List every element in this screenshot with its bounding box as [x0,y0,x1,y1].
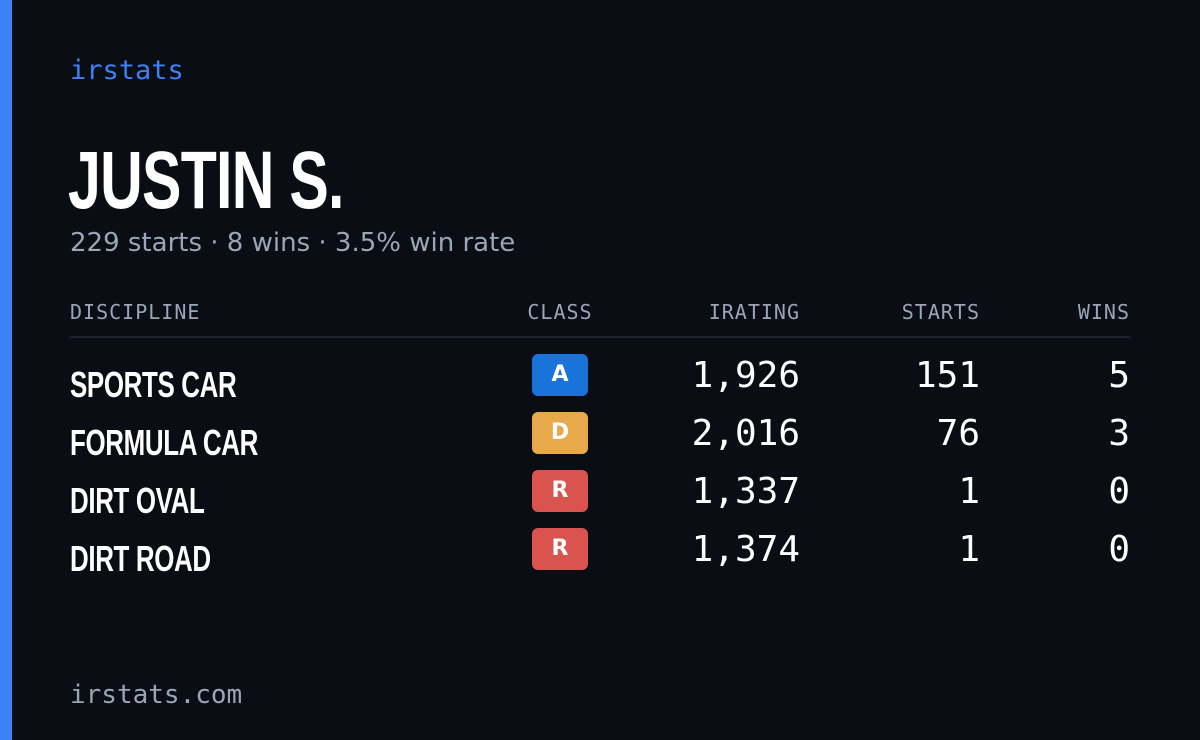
header-irating: IRATING [708,300,800,324]
header-class: CLASS [527,300,593,324]
table-header: DISCIPLINE CLASS IRATING STARTS WINS [70,296,1130,338]
discipline-name: FORMULA CAR [70,422,259,463]
player-summary: 229 starts · 8 wins · 3.5% win rate [70,228,515,258]
table-row: SPORTS CAR A 1,926 151 5 [70,354,1130,412]
starts-value: 1 [958,471,980,512]
license-class-badge: D [532,412,588,454]
wins-summary: 8 wins [226,228,311,258]
irating-value: 1,926 [691,355,800,396]
summary-separator: · [210,228,219,258]
win-rate-summary: 3.5% win rate [334,228,516,258]
wins-value: 0 [1108,529,1130,570]
discipline-name: DIRT ROAD [70,538,211,579]
summary-separator: · [318,228,327,258]
table-row: FORMULA CAR D 2,016 76 3 [70,412,1130,470]
header-discipline: DISCIPLINE [70,300,201,324]
site-url: irstats.com [70,680,243,710]
header-wins: WINS [1077,300,1130,324]
accent-bar [0,0,12,740]
irating-value: 1,374 [691,529,800,570]
irating-value: 2,016 [691,413,800,454]
discipline-name: SPORTS CAR [70,364,237,405]
irating-value: 1,337 [691,471,800,512]
table-body: SPORTS CAR A 1,926 151 5 FORMULA CAR D 2… [70,338,1130,586]
license-class-badge: R [532,528,588,570]
player-name: JUSTIN S. [68,135,344,226]
starts-value: 151 [914,355,980,396]
table-row: DIRT OVAL R 1,337 1 0 [70,470,1130,528]
starts-summary: 229 starts [70,228,202,258]
starts-value: 76 [936,413,980,454]
wins-value: 0 [1108,471,1130,512]
license-class-badge: A [532,354,588,396]
wins-value: 5 [1108,355,1130,396]
header-starts: STARTS [901,300,980,324]
license-class-badge: R [532,470,588,512]
discipline-name: DIRT OVAL [70,480,205,521]
table-row: DIRT ROAD R 1,374 1 0 [70,528,1130,586]
discipline-stats-table: DISCIPLINE CLASS IRATING STARTS WINS SPO… [70,296,1130,586]
starts-value: 1 [958,529,980,570]
wins-value: 3 [1108,413,1130,454]
brand-logo: irstats [70,55,184,86]
